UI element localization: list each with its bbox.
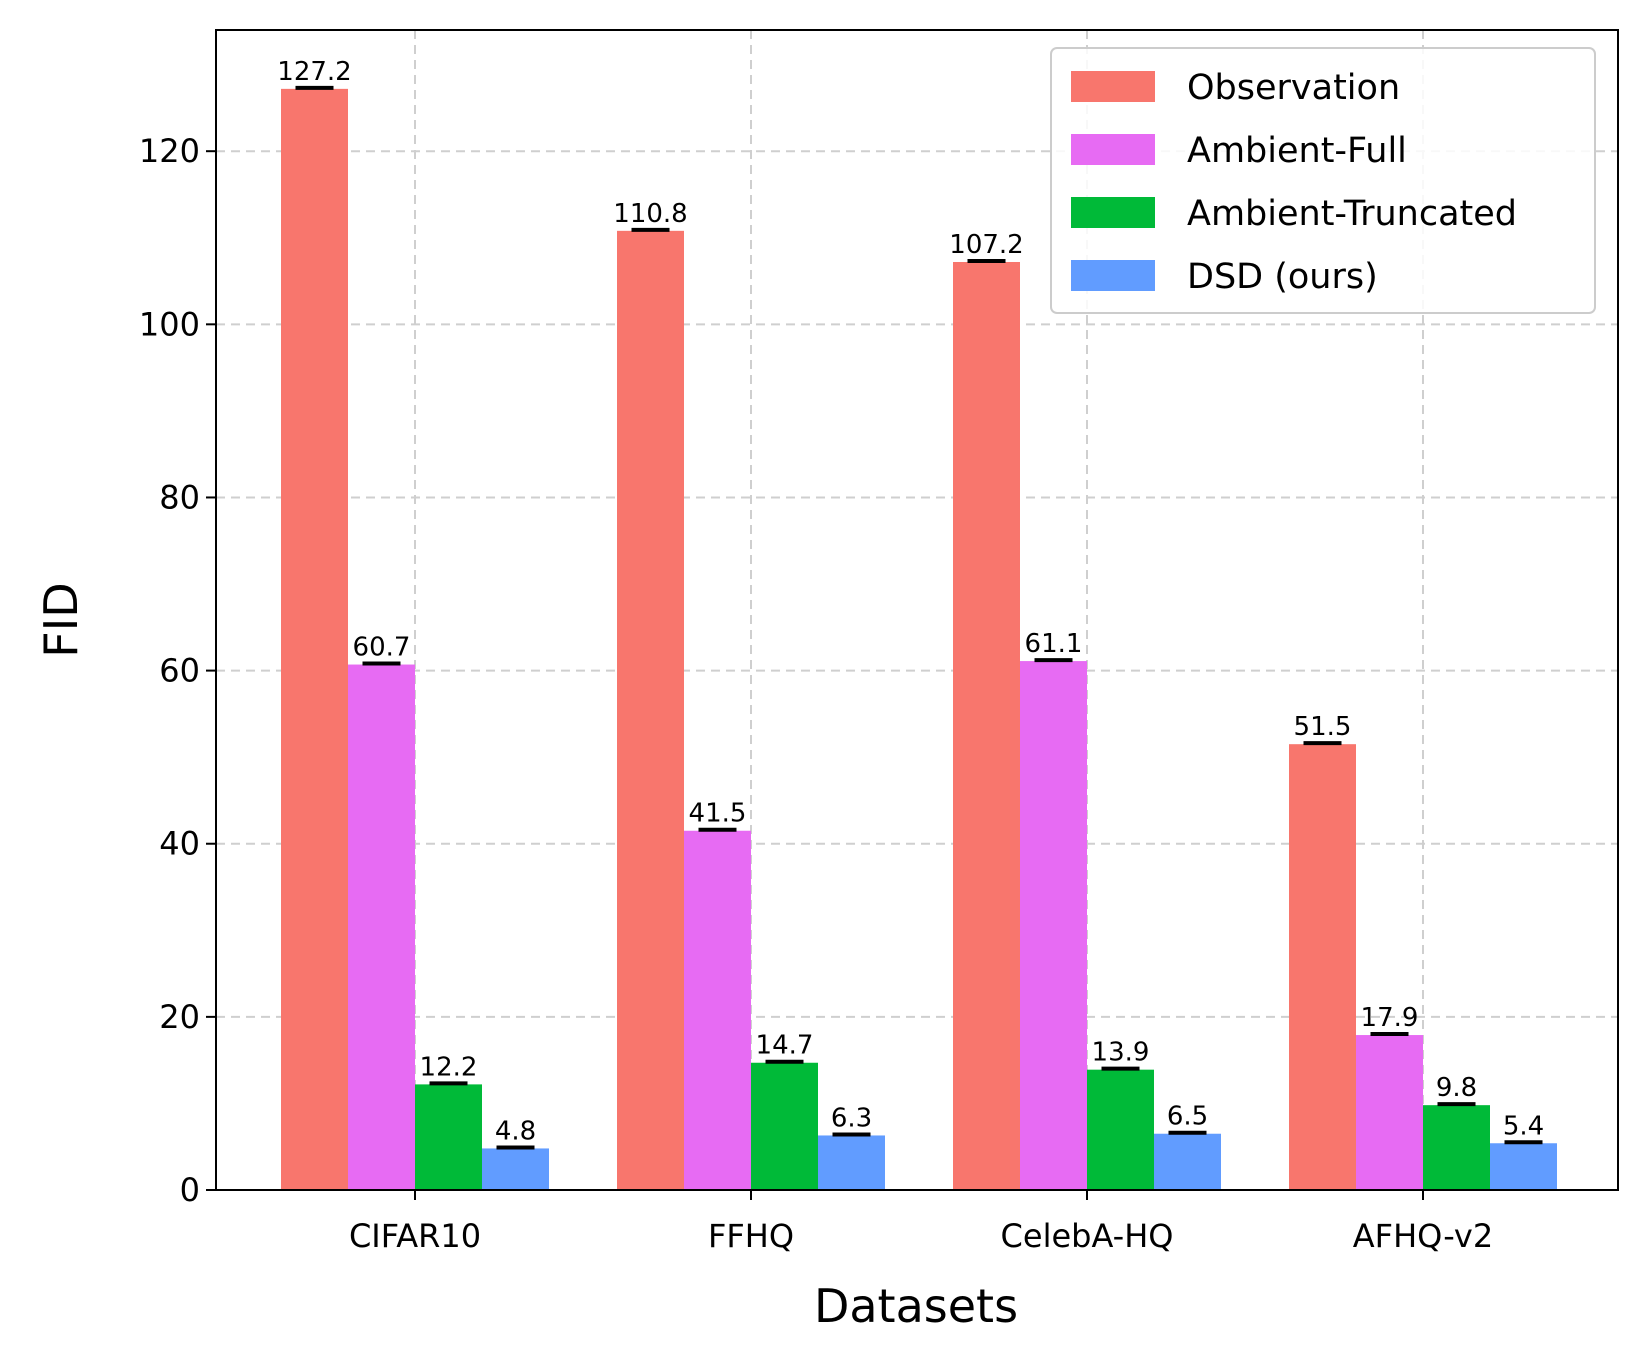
legend-swatch <box>1071 134 1155 165</box>
y-tick-label: 80 <box>159 478 200 516</box>
data-label: 127.2 <box>277 57 351 87</box>
legend-frame <box>1050 47 1596 314</box>
legend-swatch <box>1071 71 1155 102</box>
bar-dsd-ours <box>818 1135 885 1190</box>
bar-ambient-truncated <box>1087 1069 1154 1190</box>
bar-observation <box>1289 744 1356 1190</box>
bar-ambient-full <box>684 830 751 1190</box>
y-tick-label: 40 <box>159 825 200 863</box>
bar-observation <box>281 88 348 1190</box>
data-label: 4.8 <box>495 1116 536 1146</box>
data-label: 61.1 <box>1025 629 1083 659</box>
bar-ambient-full <box>1020 661 1087 1190</box>
data-label: 41.5 <box>689 799 747 829</box>
bar-ambient-full <box>348 664 415 1190</box>
legend-swatch <box>1071 260 1155 291</box>
legend-label: Observation <box>1187 68 1400 108</box>
data-label: 5.4 <box>1503 1111 1544 1141</box>
y-tick-label: 0 <box>180 1171 200 1209</box>
data-label: 13.9 <box>1092 1038 1150 1068</box>
bar-dsd-ours <box>1154 1133 1221 1190</box>
y-tick-label: 20 <box>159 998 200 1036</box>
axes: 0 20 40 60 80 100 120 CIFAR10 FFHQ CelebA-HQ AFHQ-… <box>139 132 1493 1255</box>
y-tick-label: 100 <box>139 305 200 343</box>
x-tick-label: CIFAR10 <box>349 1217 481 1255</box>
data-label: 12.2 <box>420 1052 478 1082</box>
data-label: 60.7 <box>353 633 411 663</box>
data-label: 9.8 <box>1436 1073 1477 1103</box>
legend-items: Observation Ambient-Full Ambient-Truncated… <box>1071 68 1517 297</box>
legend-label: Ambient-Truncated <box>1187 194 1517 234</box>
x-tick-label: FFHQ <box>708 1217 794 1255</box>
data-label: 14.7 <box>756 1031 814 1061</box>
legend-label: Ambient-Full <box>1187 131 1407 171</box>
bar-ambient-full <box>1356 1035 1423 1190</box>
y-tick-label: 60 <box>159 652 200 690</box>
y-tick-label: 120 <box>139 132 200 170</box>
bar-observation <box>617 230 684 1190</box>
x-axis-label: Datasets <box>814 1279 1018 1333</box>
data-label: 107.2 <box>949 230 1023 260</box>
bar-observation <box>953 262 1020 1190</box>
bar-dsd-ours <box>1490 1143 1557 1190</box>
y-axis-label: FID <box>34 582 88 657</box>
legend-swatch <box>1071 197 1155 228</box>
data-label: 110.8 <box>613 199 687 229</box>
data-label: 17.9 <box>1361 1003 1419 1033</box>
x-tick-label: CelebA-HQ <box>1001 1217 1174 1255</box>
legend-label: DSD (ours) <box>1187 257 1378 297</box>
bar-ambient-truncated <box>415 1084 482 1190</box>
bar-ambient-truncated <box>1423 1105 1490 1190</box>
data-label: 51.5 <box>1294 712 1352 742</box>
bars <box>281 88 1557 1190</box>
data-label: 6.3 <box>831 1103 872 1133</box>
data-label: 6.5 <box>1167 1102 1208 1132</box>
bar-dsd-ours <box>482 1148 549 1190</box>
legend: Observation Ambient-Full Ambient-Truncated… <box>1050 47 1596 314</box>
data-labels: 127.2 110.8 107.2 51.5 60.7 41.5 61.1 17.9 12.2 1… <box>277 57 1544 1147</box>
plot-frame <box>215 29 1619 1191</box>
x-tick-label: AFHQ-v2 <box>1353 1217 1493 1255</box>
bar-ambient-truncated <box>751 1062 818 1190</box>
error-bars <box>295 85 1543 1150</box>
